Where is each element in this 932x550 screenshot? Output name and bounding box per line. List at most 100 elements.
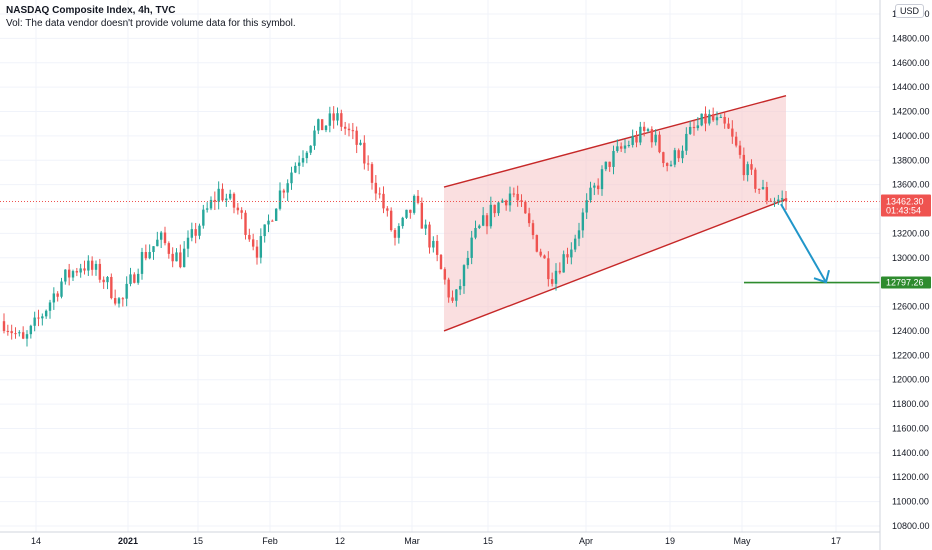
candle-body	[527, 213, 531, 224]
time-axis[interactable]: 14 2021 15 Feb 12 Mar 15 Apr 19 May 17	[0, 531, 880, 546]
candle-body	[451, 297, 454, 301]
candle-body	[148, 252, 151, 259]
candle-body	[612, 150, 615, 167]
candle-body	[267, 220, 270, 225]
candle-body	[554, 270, 558, 284]
candle-body	[60, 281, 63, 297]
candle-body	[343, 126, 347, 129]
candle-body	[481, 215, 485, 226]
candle-body	[780, 198, 784, 200]
candle-body	[677, 150, 680, 159]
candle-body	[397, 226, 401, 238]
price-tick-label: 12200.00	[892, 350, 930, 360]
candle-body	[558, 270, 562, 273]
candle-body	[466, 257, 470, 266]
candle-body	[646, 129, 650, 131]
candle-body	[282, 190, 286, 193]
candle-body	[106, 276, 109, 283]
price-tick-label: 11600.00	[892, 423, 929, 433]
candle-body	[347, 128, 351, 131]
candle-body	[332, 113, 335, 121]
candle-body	[704, 113, 707, 124]
candle-body	[474, 227, 477, 238]
candle-body	[313, 130, 316, 146]
candle-body	[412, 195, 416, 213]
price-tick-label: 11400.00	[892, 448, 929, 458]
candle-body	[113, 298, 117, 304]
candle-body	[202, 209, 205, 226]
price-tick-label: 14600.00	[892, 58, 930, 68]
candle-body	[608, 161, 611, 167]
time-tick-label: Feb	[262, 536, 278, 546]
candle-body	[48, 302, 52, 311]
candle-body	[543, 255, 546, 259]
candle-body	[570, 249, 573, 258]
candle-body	[455, 289, 458, 301]
candle-body	[205, 208, 209, 210]
candle-body	[94, 263, 98, 270]
candle-body	[662, 152, 665, 164]
candle-body	[401, 217, 404, 227]
candle-body	[83, 268, 86, 271]
candle-body	[336, 113, 339, 121]
channel-fill	[444, 95, 786, 331]
candle-body	[271, 220, 274, 222]
last-price-tag	[881, 194, 931, 217]
channel-lower-line[interactable]	[443, 198, 787, 332]
candle-body	[512, 193, 516, 195]
arrow-head-icon	[813, 269, 830, 284]
candle-body	[255, 246, 259, 258]
projection-arrow[interactable]	[780, 203, 830, 284]
candle-body	[432, 240, 435, 248]
candle-body	[209, 199, 213, 209]
candle-body	[485, 215, 489, 227]
candle-body	[723, 116, 726, 124]
candle-body	[600, 169, 604, 190]
candle-body	[777, 199, 780, 202]
candle-body	[175, 252, 178, 262]
candle-body	[420, 202, 424, 229]
candle-body	[167, 243, 171, 254]
candle-body	[121, 298, 125, 300]
candle-body	[439, 254, 443, 270]
time-tick-label: 19	[665, 536, 675, 546]
rising-wedge-channel[interactable]	[443, 94, 787, 332]
candle-body	[117, 298, 121, 304]
candle-body	[140, 252, 144, 274]
candle-body	[424, 224, 427, 229]
candle-body	[274, 208, 278, 221]
candle-body	[462, 265, 466, 287]
candle-body	[631, 136, 634, 145]
candle-body	[213, 199, 217, 202]
symbol-title[interactable]: NASDAQ Composite Index, 4h, TVC	[6, 5, 176, 16]
candle-body	[738, 145, 742, 155]
candle-body	[654, 134, 657, 143]
candle-body	[531, 223, 535, 236]
candle-body	[317, 119, 320, 131]
candle-body	[320, 119, 324, 131]
candle-body	[750, 164, 753, 170]
price-axis[interactable]: 15000.0014800.0014600.0014400.0014200.00…	[879, 0, 930, 550]
time-tick-label: 12	[335, 536, 345, 546]
price-tick-label: 14800.00	[892, 33, 930, 43]
candle-body	[156, 239, 159, 247]
candle-body	[405, 209, 408, 218]
candle-body	[658, 134, 661, 153]
candle-body	[535, 235, 539, 252]
candle-body	[619, 146, 623, 149]
time-tick-label: 2021	[118, 536, 138, 546]
last-price-value: 13462.30	[886, 196, 924, 206]
price-tick-label: 11000.00	[892, 497, 929, 507]
currency-button[interactable]: USD	[894, 4, 924, 18]
arrow-shaft	[780, 203, 827, 283]
channel-upper-line[interactable]	[443, 94, 787, 188]
target-price-value: 12797.26	[886, 278, 924, 288]
price-tick-label: 11800.00	[892, 399, 929, 409]
candle-body	[355, 130, 358, 145]
candle-body	[378, 193, 381, 195]
candle-body	[443, 269, 447, 280]
candle-body	[309, 145, 312, 153]
candle-body	[98, 263, 102, 280]
price-tick-label: 14400.00	[892, 82, 930, 92]
